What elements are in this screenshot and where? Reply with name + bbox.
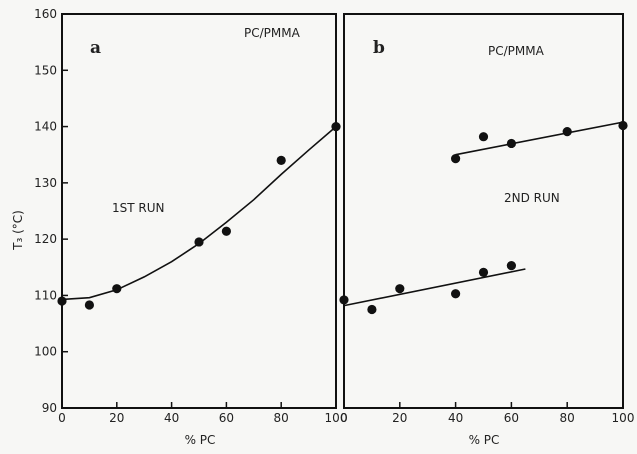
x-tick-label: 20: [392, 411, 407, 425]
panel-a-subtitle: PC/PMMA: [244, 26, 301, 40]
panel-b-subtitle: PC/PMMA: [488, 44, 545, 58]
data-point: [478, 132, 489, 142]
panel-a-annotation: 1ST RUN: [112, 201, 165, 215]
x-tick-label: 0: [340, 411, 348, 425]
data-point: [57, 296, 67, 306]
data-point: [194, 237, 204, 247]
data-point: [506, 260, 516, 271]
panel-b-annotation: 2ND RUN: [504, 191, 560, 205]
fit-line: [343, 268, 526, 307]
x-tick-label: 20: [109, 411, 124, 425]
data-point: [221, 226, 231, 236]
panel-b-frame: [343, 13, 624, 409]
data-point: [331, 121, 341, 132]
y-tick-label: 140: [34, 120, 57, 134]
panel-b-x-axis-label: % PC: [469, 433, 500, 447]
y-tick-label: 150: [34, 63, 57, 77]
panel-b-points: [339, 120, 628, 315]
x-tick-label: 80: [560, 411, 575, 425]
data-point: [395, 284, 405, 294]
x-tick-label: 60: [219, 411, 234, 425]
panel-b-x-ticks: 0 20 40 60 80 100: [340, 402, 634, 425]
fit-line: [455, 121, 624, 156]
x-tick-label: 80: [274, 411, 289, 425]
x-tick-label: 0: [58, 411, 66, 425]
data-point: [84, 300, 94, 310]
y-tick-label: 100: [34, 345, 57, 359]
x-tick-label: 100: [325, 411, 348, 425]
data-point: [478, 267, 489, 277]
x-tick-label: 40: [164, 411, 179, 425]
panel-a: a PC/PMMA 1ST RUN % PC 0 20 40 60 80 100 90 10…: [34, 7, 347, 447]
y-axis-label: T₃ (°C): [11, 210, 25, 251]
data-point: [339, 295, 349, 305]
y-tick-label: 90: [42, 401, 57, 415]
data-point: [451, 154, 461, 164]
panel-a-y-ticks: 90 100 110 120 130 140 150 160: [34, 7, 68, 415]
data-point: [618, 120, 628, 131]
panel-b: b PC/PMMA 2ND RUN % PC 0 20 40 60 80 100: [339, 13, 634, 447]
y-tick-label: 160: [34, 7, 57, 21]
y-tick-label: 110: [34, 288, 57, 302]
x-tick-label: 60: [504, 411, 519, 425]
x-tick-label: 40: [448, 411, 463, 425]
data-point: [276, 155, 286, 165]
data-point: [367, 304, 377, 315]
panel-b-fit-curves: [343, 121, 624, 307]
data-point: [451, 289, 461, 299]
y-tick-label: 130: [34, 176, 57, 190]
panel-a-letter: a: [90, 38, 101, 58]
panel-a-points: [57, 121, 341, 310]
panel-b-letter: b: [373, 38, 385, 58]
panel-a-x-ticks: 0 20 40 60 80 100: [58, 402, 347, 425]
data-point: [506, 138, 516, 149]
data-point: [112, 284, 122, 294]
data-point: [562, 127, 572, 137]
panel-a-frame: [61, 13, 337, 409]
y-tick-label: 120: [34, 232, 57, 246]
x-tick-label: 100: [612, 411, 635, 425]
panel-a-x-axis-label: % PC: [185, 433, 216, 447]
